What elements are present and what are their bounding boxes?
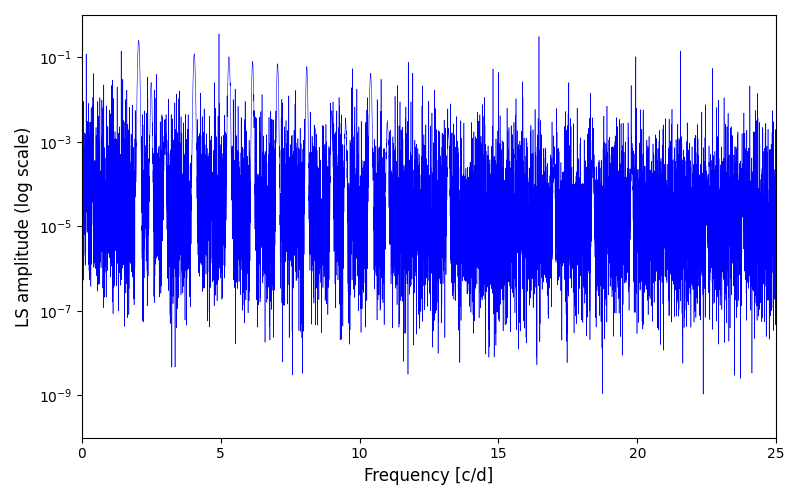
X-axis label: Frequency [c/d]: Frequency [c/d] — [364, 467, 494, 485]
Y-axis label: LS amplitude (log scale): LS amplitude (log scale) — [15, 126, 33, 326]
